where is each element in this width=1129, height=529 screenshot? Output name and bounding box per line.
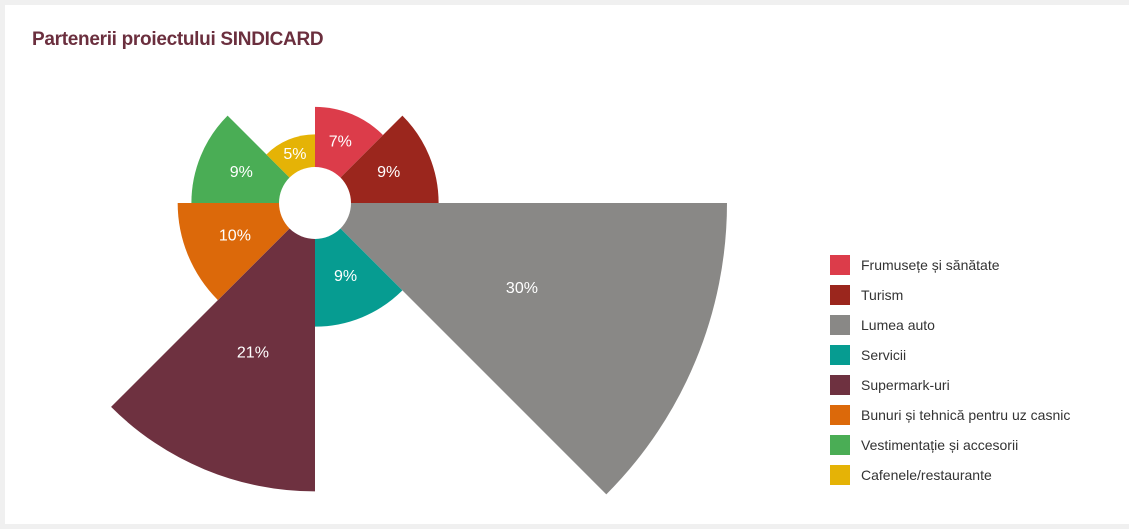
legend-swatch (830, 345, 850, 365)
legend-swatch (830, 315, 850, 335)
legend-label: Vestimentație și accesorii (861, 437, 1019, 453)
legend-label: Lumea auto (861, 317, 935, 333)
slice-label-5: 10% (219, 228, 251, 245)
legend-swatch (830, 435, 850, 455)
slice-label-3: 9% (334, 268, 357, 285)
slice-5[interactable] (177, 203, 315, 301)
legend-swatch (830, 285, 850, 305)
slice-6[interactable] (191, 115, 315, 203)
legend-item[interactable]: Lumea auto (830, 310, 1070, 340)
center-hole (279, 167, 351, 239)
legend-swatch (830, 405, 850, 425)
legend-item[interactable]: Vestimentație și accesorii (830, 430, 1070, 460)
slice-label-1: 9% (377, 164, 400, 181)
slice-1[interactable] (315, 115, 439, 203)
slice-label-6: 9% (230, 164, 253, 181)
legend-label: Supermark-uri (861, 377, 950, 393)
legend-label: Cafenele/restaurante (861, 467, 992, 483)
legend-label: Bunuri și tehnică pentru uz casnic (861, 407, 1071, 423)
legend-item[interactable]: Turism (830, 280, 1070, 310)
legend-item[interactable]: Frumusețe și sănătate (830, 250, 1070, 280)
slice-label-4: 21% (237, 344, 269, 361)
legend-item[interactable]: Bunuri și tehnică pentru uz casnic (830, 400, 1070, 430)
legend-swatch (830, 375, 850, 395)
chart-title: Partenerii proiectului SINDICARD (32, 29, 324, 50)
slice-label-0: 7% (329, 133, 352, 150)
legend-swatch (830, 255, 850, 275)
slice-label-2: 30% (506, 280, 538, 297)
legend-item[interactable]: Supermark-uri (830, 370, 1070, 400)
legend-label: Servicii (861, 347, 907, 363)
legend-item[interactable]: Cafenele/restaurante (830, 460, 1070, 490)
chart-legend: Frumusețe și sănătate Turism Lumea auto Ser… (830, 250, 1070, 490)
slice-3[interactable] (315, 203, 403, 327)
slice-label-7: 5% (283, 146, 306, 163)
slice-4[interactable] (111, 203, 315, 492)
legend-label: Frumusețe și sănătate (861, 257, 1000, 273)
legend-swatch (830, 465, 850, 485)
legend-item[interactable]: Servicii (830, 340, 1070, 370)
legend-label: Turism (861, 287, 904, 303)
slice-2[interactable] (315, 203, 727, 495)
